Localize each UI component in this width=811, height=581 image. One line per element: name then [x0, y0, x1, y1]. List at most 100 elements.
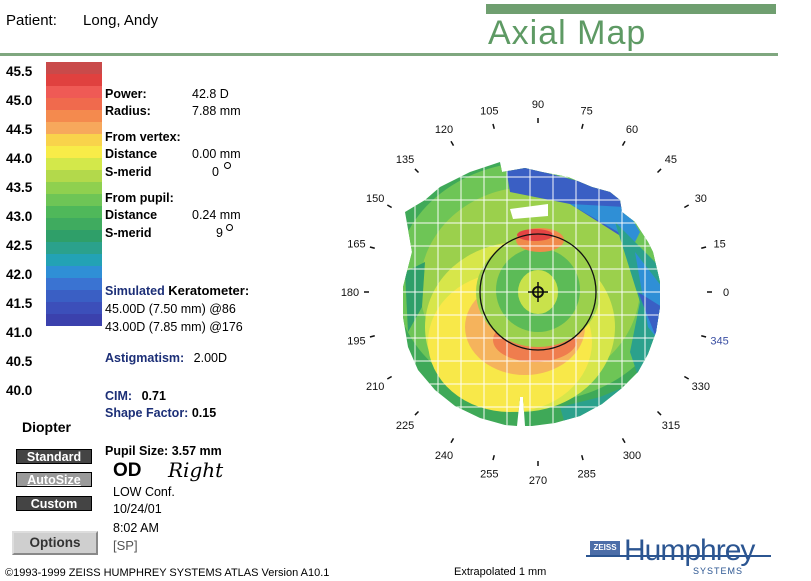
axis-tick	[492, 123, 495, 129]
axis-label: 345	[710, 336, 728, 348]
eye-indicator: OD	[113, 460, 142, 481]
cim-row: CIM: 0.71	[105, 389, 166, 403]
axis-tick	[492, 455, 495, 461]
header-bar	[486, 4, 776, 14]
axis-tick	[450, 437, 455, 444]
pupil-circle	[479, 233, 597, 351]
shape-factor-label: Shape Factor:	[105, 406, 189, 420]
radius-label: Radius:	[105, 104, 151, 118]
exam-time: 8:02 AM	[113, 521, 159, 535]
from-pupil-heading: From pupil:	[105, 191, 174, 205]
scale-label: 40.5	[6, 354, 33, 369]
shape-factor-row: Shape Factor: 0.15	[105, 406, 216, 420]
power-value: 42.8 D	[192, 87, 229, 101]
astigmatism-value: 2.00D	[193, 351, 228, 365]
axis-tick	[621, 140, 626, 147]
scale-label: 45.5	[6, 64, 33, 79]
axis-label: 300	[623, 450, 641, 462]
exam-code: [SP]	[113, 538, 138, 553]
scale-label: 44.5	[6, 122, 33, 137]
axis-label: 285	[577, 469, 595, 481]
axis-tick	[581, 455, 584, 461]
axis-tick	[386, 204, 393, 209]
scale-swatch	[46, 278, 102, 290]
header-divider	[0, 53, 778, 56]
axis-tick	[656, 168, 662, 174]
scale-swatch	[46, 266, 102, 278]
standard-button[interactable]: Standard	[16, 449, 92, 464]
pupil-size-label: Pupil Size:	[105, 444, 169, 458]
axis-tick	[701, 335, 707, 338]
sim-k-steep: 45.00D (7.50 mm) @86	[105, 302, 236, 316]
radius-value: 7.88 mm	[192, 104, 241, 118]
axial-map[interactable]: 0 15 30 45 60 75 90 105 120 135 150 165 180 195 210 225…	[330, 92, 750, 492]
scale-swatch	[46, 170, 102, 182]
scale-label: 40.0	[6, 383, 33, 398]
axis-label: 30	[695, 193, 707, 205]
axis-label: 135	[396, 154, 414, 166]
extrapolated-text: Extrapolated 1 mm	[454, 566, 547, 578]
axis-label: 330	[692, 381, 710, 393]
vertex-smerid-value: 0	[212, 165, 219, 179]
scale-swatch	[46, 254, 102, 266]
patient-label: Patient:	[6, 12, 57, 29]
axis-label: 15	[713, 238, 725, 250]
logo-subtitle: SYSTEMS	[693, 566, 744, 576]
scale-swatch	[46, 230, 102, 242]
vertex-distance-label: Distance	[105, 147, 158, 161]
axis-tick	[369, 246, 375, 249]
eye-note-handwritten: Right	[168, 458, 224, 482]
sim-k-flat: 43.00D (7.85 mm) @176	[105, 320, 243, 334]
vertex-smerid-label: S-merid	[105, 165, 152, 179]
axis-ring: 0 15 30 45 60 75 90 105 120 135 150 165 180 195 210 225…	[341, 99, 729, 487]
axis-tick	[414, 410, 420, 416]
scale-label: 43.0	[6, 209, 33, 224]
degree-mark	[226, 224, 233, 231]
from-vertex-heading: From vertex:	[105, 130, 181, 144]
sim-k-label: Simulated	[105, 284, 165, 298]
copyright-text: ©1993-1999 ZEISS HUMPHREY SYSTEMS ATLAS …	[5, 567, 330, 579]
scale-swatch	[46, 74, 102, 86]
axis-tick	[581, 123, 584, 129]
axis-tick	[683, 204, 690, 209]
axis-label: 45	[665, 154, 677, 166]
scale-label: 42.0	[6, 267, 33, 282]
cim-value: 0.71	[141, 389, 166, 403]
scale-label: 41.5	[6, 296, 33, 311]
axis-tick	[621, 437, 626, 444]
axis-label: 210	[366, 381, 384, 393]
patient-line: Patient: Long, Andy	[6, 12, 158, 29]
autosize-button[interactable]: AutoSize	[16, 472, 92, 487]
vertex-distance-value: 0.00 mm	[192, 147, 241, 161]
axis-label: 315	[662, 420, 680, 432]
page-title: Axial Map	[488, 14, 647, 52]
exam-date: 10/24/01	[113, 502, 162, 516]
axis-tick	[701, 246, 707, 249]
axis-tick	[656, 410, 662, 416]
axis-tick	[683, 375, 690, 380]
astigmatism-row: Astigmatism: 2.00D	[105, 351, 227, 365]
scale-swatch	[46, 110, 102, 122]
scale-swatch	[46, 290, 102, 302]
map-surface	[403, 162, 660, 426]
axis-label: 0	[723, 287, 729, 299]
axis-label: 225	[396, 420, 414, 432]
axis-tick	[386, 375, 393, 380]
options-button[interactable]: Options	[12, 531, 98, 555]
shape-factor-value: 0.15	[191, 406, 217, 420]
sim-k-heading: Simulated Keratometer:	[105, 283, 249, 298]
confidence-text: LOW Conf.	[113, 485, 175, 499]
astigmatism-label: Astigmatism:	[105, 351, 185, 365]
axis-label: 105	[480, 105, 498, 117]
axis-tick	[414, 168, 420, 174]
power-label: Power:	[105, 87, 147, 101]
scale-swatch	[46, 242, 102, 254]
axis-label: 75	[581, 105, 593, 117]
degree-mark	[224, 162, 231, 169]
custom-button[interactable]: Custom	[16, 496, 92, 511]
cim-label: CIM:	[105, 389, 133, 403]
scale-swatch	[46, 158, 102, 170]
scale-swatch	[46, 146, 102, 158]
axis-label: 120	[435, 124, 453, 136]
axis-label: 195	[347, 336, 365, 348]
